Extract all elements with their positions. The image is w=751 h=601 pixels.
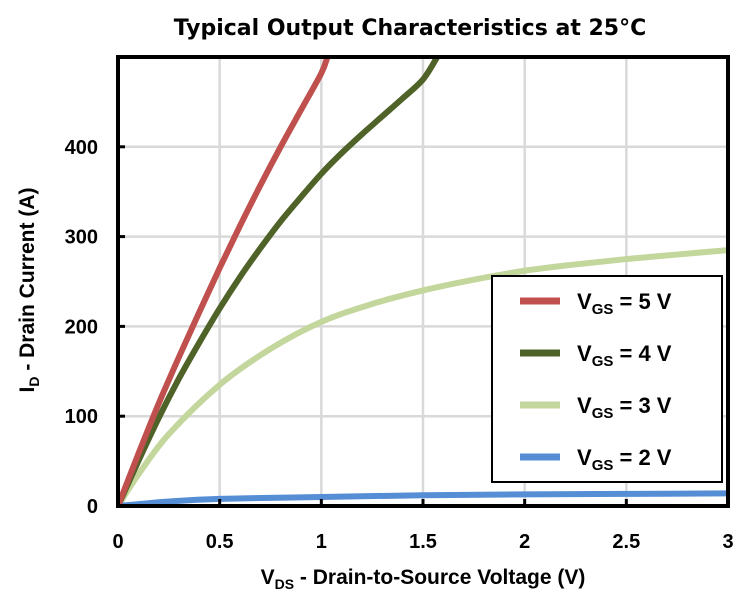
legend-label: VGS = 3 V	[577, 393, 672, 422]
x-tick-label: 1	[316, 531, 327, 553]
legend: VGS = 5 V VGS = 4 V VGS = 3 V VGS = 2 V	[491, 275, 723, 483]
y-tick-label: 200	[65, 316, 98, 338]
legend-item: VGS = 3 V	[520, 393, 672, 422]
legend-item: VGS = 2 V	[520, 445, 672, 474]
x-tick-label: 0.5	[206, 531, 234, 553]
legend-label: VGS = 2 V	[577, 445, 672, 474]
chart-title: Typical Output Characteristics at 25°C	[174, 16, 647, 41]
x-axis-label: VDS - Drain-to-Source Voltage (V)	[261, 566, 586, 592]
legend-item: VGS = 4 V	[520, 341, 672, 370]
legend-label: VGS = 5 V	[577, 289, 672, 318]
series-line-vgs-5v	[118, 57, 331, 506]
axis-ticks	[116, 145, 730, 508]
y-axis-label: ID - Drain Current (A)	[16, 188, 42, 393]
y-tick-labels: 0 100 200 300 400	[65, 137, 98, 518]
y-tick-label: 100	[65, 406, 98, 428]
x-tick-label: 2.5	[612, 531, 640, 553]
x-tick-label: 0	[112, 531, 123, 553]
x-tick-labels: 0 0.5 1 1.5 2 2.5 3	[112, 531, 733, 553]
x-tick-label: 3	[722, 531, 733, 553]
series-line-vgs-2v	[118, 490, 728, 506]
legend-label: VGS = 4 V	[577, 341, 672, 370]
y-tick-label: 0	[87, 496, 98, 518]
series-line-vgs-3v	[118, 247, 728, 506]
series-lines	[118, 57, 728, 506]
x-tick-label: 2	[519, 531, 530, 553]
series-line-vgs-4v	[118, 57, 440, 506]
y-tick-label: 300	[65, 227, 98, 249]
legend-box	[491, 275, 723, 483]
legend-item: VGS = 5 V	[520, 289, 672, 318]
x-tick-label: 1.5	[409, 531, 437, 553]
y-tick-label: 400	[65, 137, 98, 159]
